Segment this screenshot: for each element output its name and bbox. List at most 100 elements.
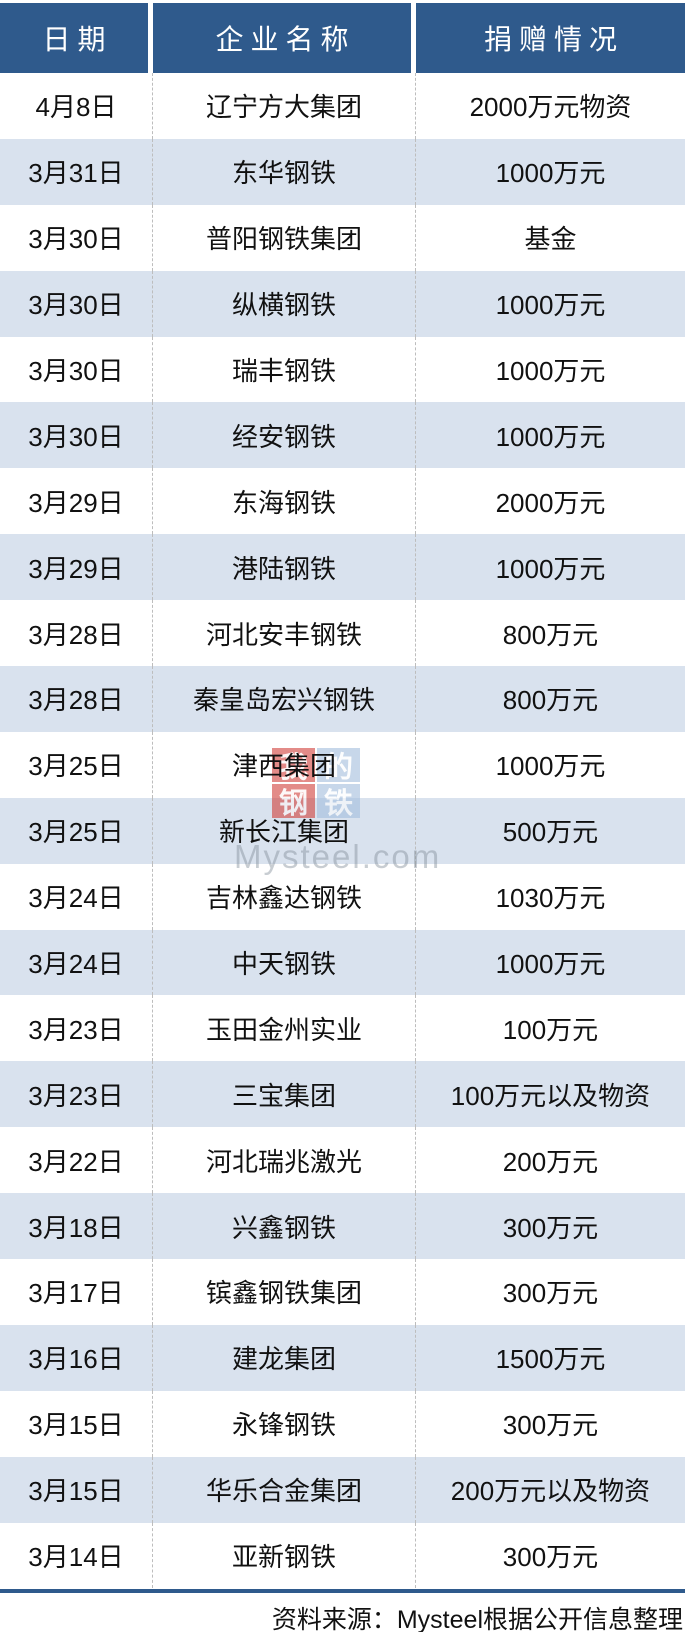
cell-company: 经安钢铁 bbox=[153, 402, 416, 469]
cell-company: 东华钢铁 bbox=[153, 138, 416, 205]
cell-date-text: 3月17日 bbox=[28, 1278, 124, 1309]
cell-date-text: 3月25日 bbox=[28, 751, 124, 782]
header-cell-donation: 捐赠情况 bbox=[416, 3, 685, 73]
cell-company-text: 东海钢铁 bbox=[231, 487, 336, 518]
cell-date: 3月28日 bbox=[0, 600, 153, 667]
cell-date: 3月29日 bbox=[0, 534, 153, 601]
source-note: 资料来源：Mysteel根据公开信息整理 bbox=[271, 1606, 683, 1632]
cell-company-text: 东华钢铁 bbox=[231, 158, 336, 189]
cell-date: 3月23日 bbox=[0, 995, 153, 1062]
cell-company-text: 纵横钢铁 bbox=[231, 290, 336, 321]
cell-date-text: 3月15日 bbox=[28, 1410, 124, 1441]
table-row: 3月16日 建龙集团 1500万元 bbox=[0, 1324, 685, 1391]
cell-company-text: 辽宁方大集团 bbox=[205, 92, 362, 123]
table-row: 3月15日 华乐合金集团 200万元以及物资 bbox=[0, 1456, 685, 1523]
cell-company-text: 港陆钢铁 bbox=[231, 553, 336, 584]
cell-donation-text: 2000万元 bbox=[495, 487, 606, 518]
cell-date: 3月15日 bbox=[0, 1456, 153, 1523]
cell-donation: 基金 bbox=[416, 205, 685, 271]
cell-donation-text: 1000万元 bbox=[495, 421, 606, 452]
cell-company: 河北安丰钢铁 bbox=[153, 600, 416, 667]
cell-date-text: 3月30日 bbox=[28, 356, 124, 386]
cell-donation: 1000万元 bbox=[416, 732, 685, 798]
cell-date: 3月25日 bbox=[0, 731, 153, 798]
cell-date-text: 3月31日 bbox=[28, 158, 124, 189]
cell-date-text: 3月23日 bbox=[28, 1080, 124, 1111]
cell-company-text: 瑞丰钢铁 bbox=[231, 356, 336, 386]
cell-company-text: 亚新钢铁 bbox=[231, 1542, 336, 1573]
cell-date: 3月18日 bbox=[0, 1193, 153, 1260]
table-row: 3月17日 镔鑫钢铁集团 300万元 bbox=[0, 1259, 685, 1325]
cell-donation-text: 100万元以及物资 bbox=[450, 1080, 651, 1111]
cell-date-text: 4月8日 bbox=[35, 92, 117, 123]
cell-donation-text: 800万元 bbox=[502, 619, 599, 650]
cell-donation-text: 800万元 bbox=[502, 685, 599, 716]
cell-company: 普阳钢铁集团 bbox=[153, 204, 416, 271]
cell-company-text: 玉田金州实业 bbox=[205, 1014, 362, 1045]
cell-donation: 200万元 bbox=[416, 1127, 685, 1193]
cell-company-text: 永锋钢铁 bbox=[231, 1410, 336, 1441]
cell-donation-text: 基金 bbox=[524, 224, 577, 255]
table-row: 3月25日 津西集团 1000万元 bbox=[0, 731, 685, 798]
cell-donation-text: 1500万元 bbox=[495, 1344, 606, 1375]
cell-donation: 100万元 bbox=[416, 995, 685, 1061]
cell-donation: 300万元 bbox=[416, 1193, 685, 1259]
table-row: 3月24日 中天钢铁 1000万元 bbox=[0, 929, 685, 996]
footer-rule bbox=[0, 1589, 685, 1594]
table-row: 3月30日 普阳钢铁集团 基金 bbox=[0, 204, 685, 271]
table-row: 3月22日 河北瑞兆激光 200万元 bbox=[0, 1127, 685, 1194]
cell-date-text: 3月28日 bbox=[28, 685, 124, 716]
cell-company-text: 津西集团 bbox=[231, 751, 336, 782]
cell-donation: 300万元 bbox=[416, 1391, 685, 1457]
cell-company: 纵横钢铁 bbox=[153, 270, 416, 337]
table-header-row: 日期 企业名称 捐赠情况 bbox=[0, 3, 685, 73]
cell-company: 兴鑫钢铁 bbox=[153, 1193, 416, 1260]
cell-donation-text: 300万元 bbox=[502, 1410, 599, 1441]
cell-company: 吉林鑫达钢铁 bbox=[153, 863, 416, 930]
table-row: 3月29日 港陆钢铁 1000万元 bbox=[0, 534, 685, 601]
cell-company-text: 建龙集团 bbox=[231, 1344, 336, 1375]
cell-company: 亚新钢铁 bbox=[153, 1522, 416, 1589]
cell-company: 河北瑞兆激光 bbox=[153, 1127, 416, 1194]
cell-date-text: 3月29日 bbox=[28, 553, 124, 584]
cell-date: 3月24日 bbox=[0, 929, 153, 996]
cell-donation-text: 1030万元 bbox=[495, 883, 606, 914]
cell-company: 秦皇岛宏兴钢铁 bbox=[153, 666, 416, 732]
cell-donation-text: 1000万元 bbox=[495, 553, 606, 584]
cell-date-text: 3月24日 bbox=[28, 883, 124, 914]
cell-donation-text: 1000万元 bbox=[495, 290, 606, 321]
cell-company: 港陆钢铁 bbox=[153, 534, 416, 601]
cell-donation: 1000万元 bbox=[416, 337, 685, 403]
table-row: 3月29日 东海钢铁 2000万元 bbox=[0, 468, 685, 535]
cell-donation: 1000万元 bbox=[416, 402, 685, 468]
header-cell-donation-label: 捐赠情况 bbox=[483, 24, 624, 55]
table-row: 3月23日 玉田金州实业 100万元 bbox=[0, 995, 685, 1062]
table-row: 3月24日 吉林鑫达钢铁 1030万元 bbox=[0, 863, 685, 930]
cell-date: 3月31日 bbox=[0, 138, 153, 205]
cell-date: 3月14日 bbox=[0, 1522, 153, 1589]
cell-date-text: 3月22日 bbox=[28, 1146, 124, 1177]
cell-date-text: 3月16日 bbox=[28, 1344, 124, 1375]
table-body: 4月8日 辽宁方大集团 2000万元物资 3月31日 东华钢铁 1000万元 3… bbox=[0, 73, 685, 1589]
cell-date-text: 3月25日 bbox=[28, 817, 124, 848]
cell-date-text: 3月14日 bbox=[28, 1542, 124, 1573]
cell-date: 3月23日 bbox=[0, 1061, 153, 1128]
header-cell-company: 企业名称 bbox=[153, 3, 416, 73]
cell-company: 中天钢铁 bbox=[153, 929, 416, 996]
cell-donation: 800万元 bbox=[416, 600, 685, 666]
cell-donation-text: 300万元 bbox=[502, 1212, 599, 1243]
cell-donation-text: 100万元 bbox=[502, 1014, 599, 1045]
donation-table: 日期 企业名称 捐赠情况 4月8日 辽宁方大集团 2000万元物资 3月31日 … bbox=[0, 3, 685, 1589]
cell-date: 3月22日 bbox=[0, 1127, 153, 1194]
cell-date: 3月15日 bbox=[0, 1390, 153, 1457]
cell-date: 3月30日 bbox=[0, 204, 153, 271]
cell-date-text: 3月30日 bbox=[28, 224, 124, 255]
cell-company-text: 吉林鑫达钢铁 bbox=[205, 883, 362, 914]
cell-company: 新长江集团 bbox=[153, 797, 416, 864]
cell-company: 瑞丰钢铁 bbox=[153, 336, 416, 403]
cell-date-text: 3月28日 bbox=[28, 619, 124, 650]
cell-donation: 200万元以及物资 bbox=[416, 1457, 685, 1523]
cell-date: 3月17日 bbox=[0, 1259, 153, 1325]
table-row: 4月8日 辽宁方大集团 2000万元物资 bbox=[0, 73, 685, 139]
